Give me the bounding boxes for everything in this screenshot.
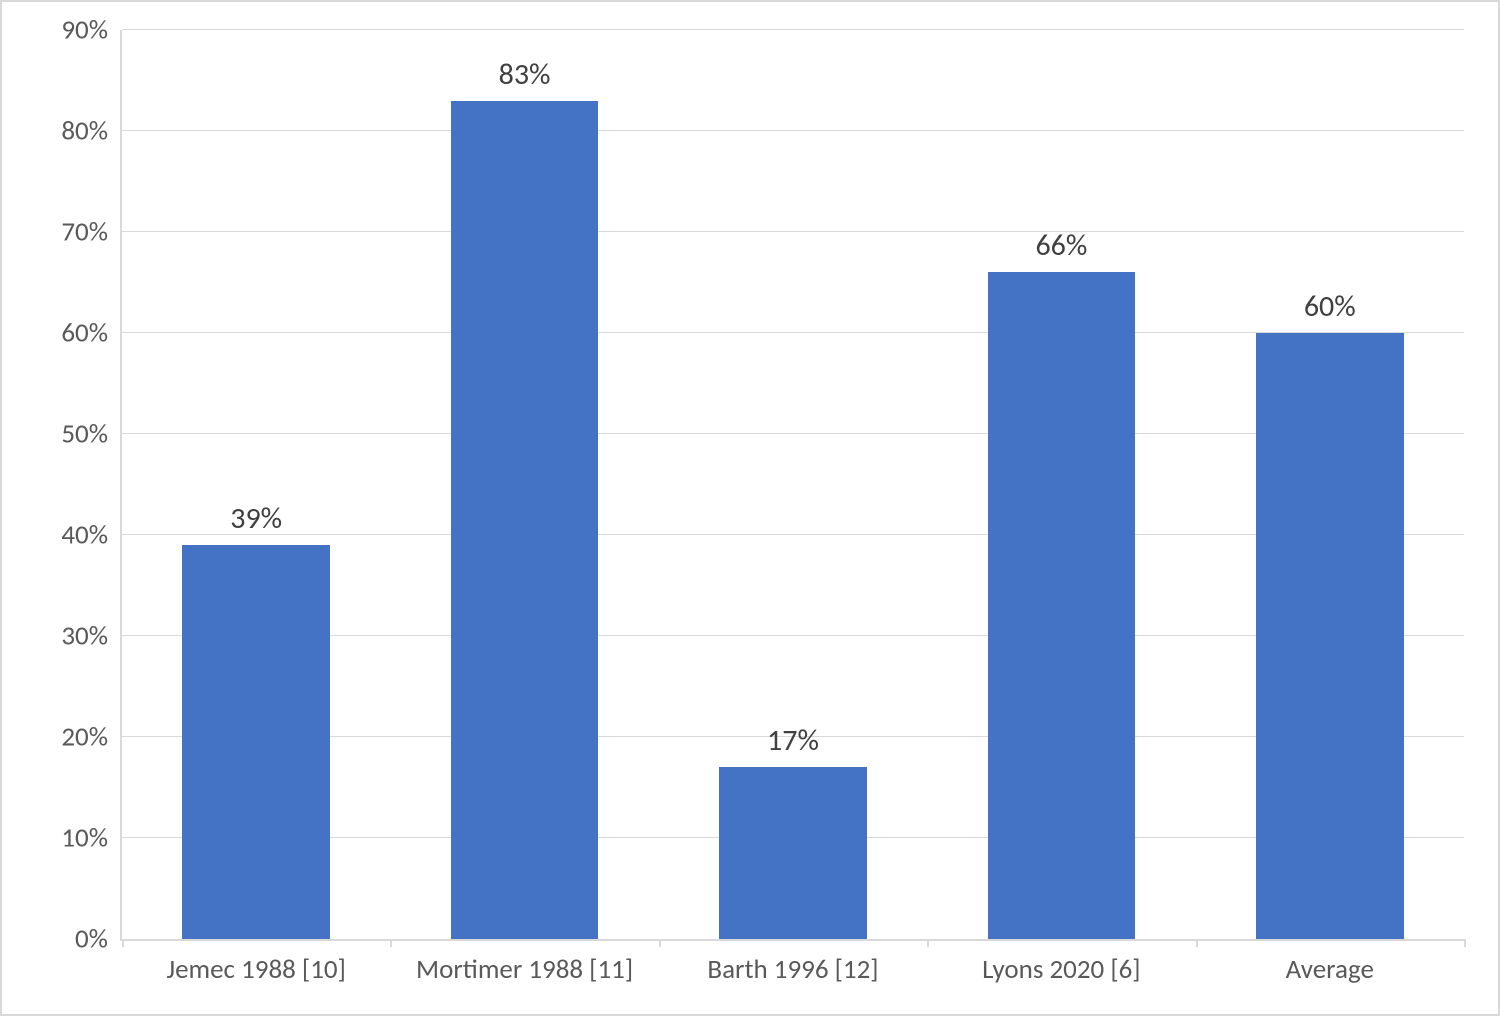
- y-tick-label: 80%: [61, 115, 122, 148]
- x-tick-mark: [659, 939, 661, 947]
- y-tick-label: 90%: [61, 14, 122, 47]
- x-tick-label: Average: [1286, 939, 1374, 986]
- bar-value-label: 17%: [767, 722, 819, 759]
- bar-value-label: 66%: [1035, 227, 1087, 264]
- y-tick-label: 10%: [61, 822, 122, 855]
- bar: [1256, 333, 1404, 939]
- x-tick-mark: [122, 939, 124, 947]
- y-tick-label: 50%: [61, 418, 122, 451]
- chart-inner: 0%10%20%30%40%50%60%70%80%90%39%Jemec 19…: [20, 20, 1474, 996]
- bar-slot: 17%Barth 1996 [12]: [659, 30, 927, 939]
- y-tick-label: 0%: [75, 923, 122, 956]
- plot-area: 0%10%20%30%40%50%60%70%80%90%39%Jemec 19…: [120, 30, 1464, 941]
- bar-value-label: 60%: [1304, 288, 1356, 325]
- bar-slot: 39%Jemec 1988 [10]: [122, 30, 390, 939]
- x-tick-mark: [1196, 939, 1198, 947]
- bar: [182, 545, 330, 939]
- y-tick-label: 60%: [61, 317, 122, 350]
- bar: [988, 272, 1136, 939]
- y-tick-label: 40%: [61, 519, 122, 552]
- bar-slot: 83%Mortimer 1988 [11]: [390, 30, 658, 939]
- x-tick-mark: [390, 939, 392, 947]
- bar: [719, 767, 867, 939]
- bar-slot: 60%Average: [1196, 30, 1464, 939]
- x-tick-label: Jemec 1988 [10]: [167, 939, 346, 986]
- chart-container: 0%10%20%30%40%50%60%70%80%90%39%Jemec 19…: [0, 0, 1500, 1016]
- bar-value-label: 83%: [499, 56, 551, 93]
- x-tick-label: Lyons 2020 [6]: [982, 939, 1140, 986]
- y-tick-label: 20%: [61, 721, 122, 754]
- x-tick-mark: [1464, 939, 1466, 947]
- bar-value-label: 39%: [230, 500, 282, 537]
- bar-slot: 66%Lyons 2020 [6]: [927, 30, 1195, 939]
- y-tick-label: 70%: [61, 216, 122, 249]
- x-tick-label: Barth 1996 [12]: [707, 939, 878, 986]
- x-tick-mark: [927, 939, 929, 947]
- x-tick-label: Mortimer 1988 [11]: [416, 939, 633, 986]
- y-tick-label: 30%: [61, 620, 122, 653]
- bar: [451, 101, 599, 939]
